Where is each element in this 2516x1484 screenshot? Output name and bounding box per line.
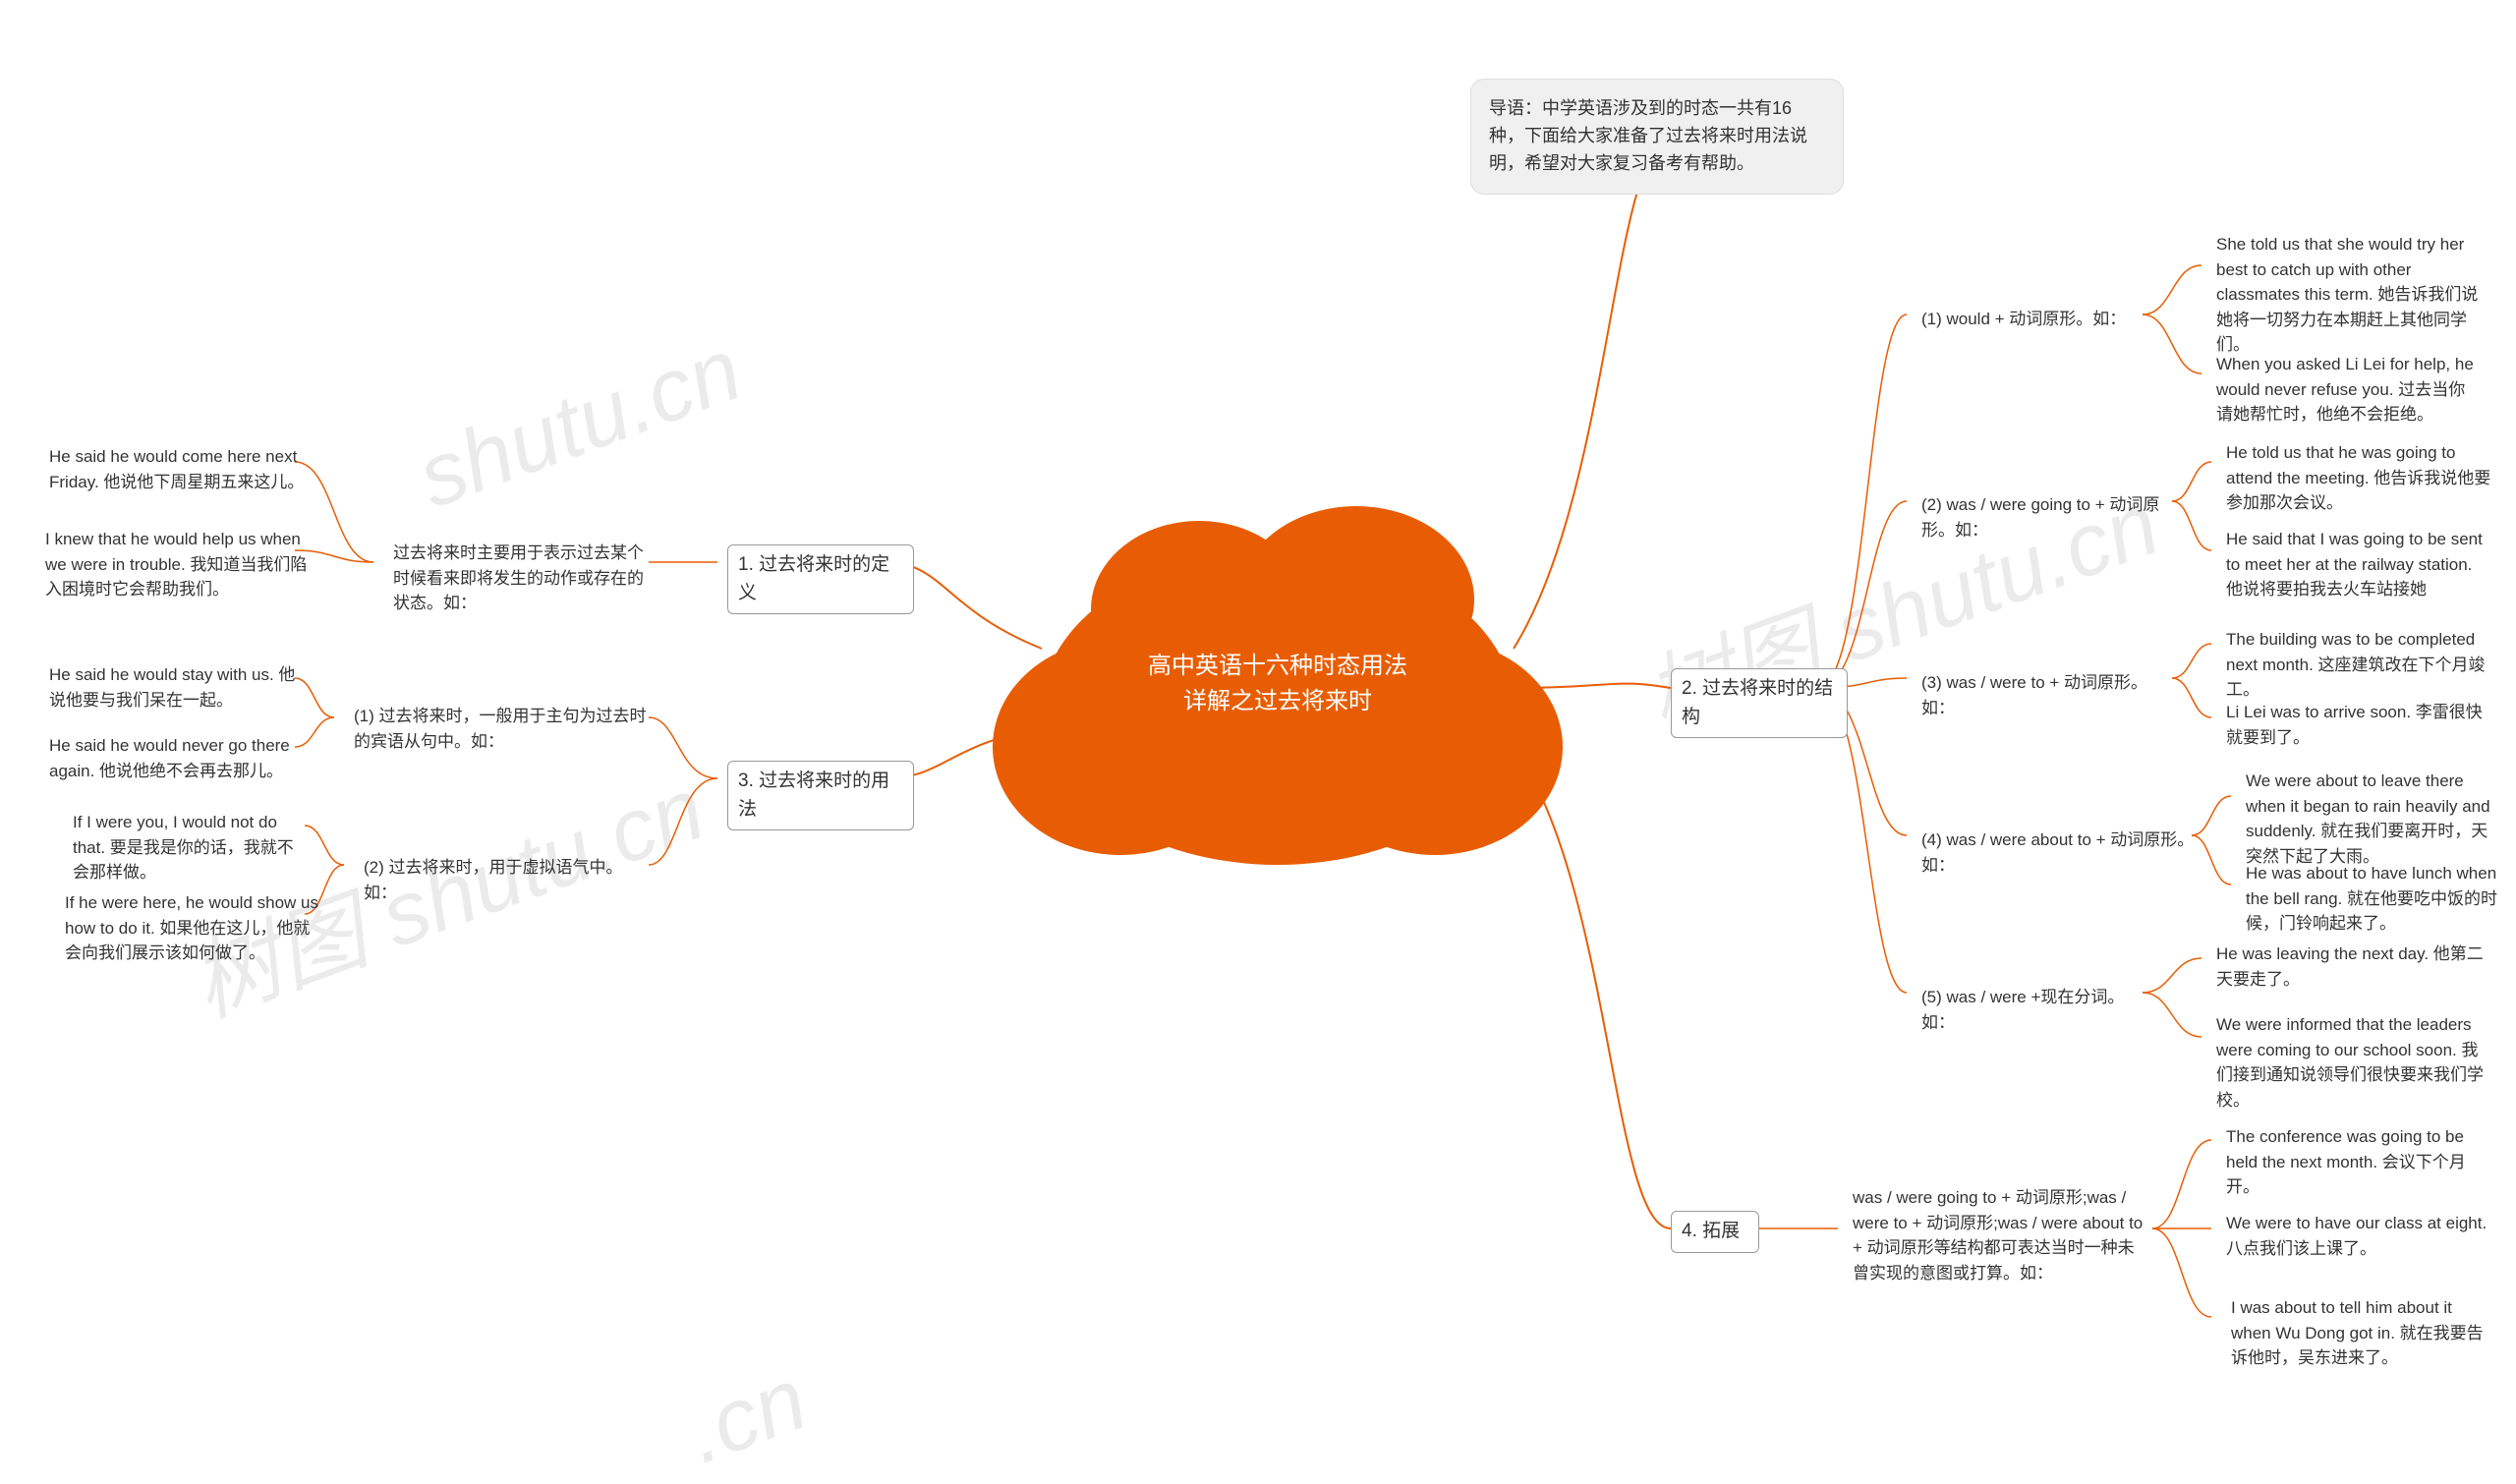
expand-desc: was / were going to + 动词原形;was / were to…	[1843, 1179, 2157, 1291]
usage-2: (2) 过去将来时，用于虚拟语气中。如：	[354, 849, 658, 911]
root-title: 高中英语十六种时态用法 详解之过去将来时	[1111, 649, 1445, 719]
intro-text: 导语：中学英语涉及到的时态一共有16种，下面给大家准备了过去将来时用法说明，希望…	[1470, 79, 1844, 195]
struct-3: (3) was / were to + 动词原形。如：	[1912, 664, 2187, 726]
usage1-ex2: He said he would never go there again. 他…	[39, 727, 314, 789]
usage-1: (1) 过去将来时，一般用于主句为过去时的宾语从句中。如：	[344, 698, 658, 760]
s1-ex1: She told us that she would try her best …	[2206, 226, 2491, 364]
expand-ex2: We were to have our class at eight. 八点我们…	[2216, 1205, 2501, 1267]
s5-ex2: We were informed that the leaders were c…	[2206, 1006, 2501, 1118]
branch-structure[interactable]: 2. 过去将来时的结构	[1671, 668, 1848, 738]
def-example-2: I knew that he would help us when we wer…	[35, 521, 320, 608]
usage1-ex1: He said he would stay with us. 他说他要与我们呆在…	[39, 656, 314, 718]
expand-ex3: I was about to tell him about it when Wu…	[2221, 1289, 2506, 1377]
branch-expand[interactable]: 4. 拓展	[1671, 1211, 1759, 1253]
struct-1: (1) would + 动词原形。如：	[1912, 301, 2147, 338]
s1-ex2: When you asked Li Lei for help, he would…	[2206, 346, 2491, 433]
usage2-ex2: If he were here, he would show us how to…	[55, 885, 330, 972]
struct-5: (5) was / were +现在分词。如：	[1912, 979, 2157, 1041]
s3-ex2: Li Lei was to arrive soon. 李雷很快就要到了。	[2216, 694, 2501, 756]
definition-desc: 过去将来时主要用于表示过去某个时候看来即将发生的动作或存在的状态。如：	[383, 535, 658, 622]
branch-usage[interactable]: 3. 过去将来时的用法	[727, 761, 914, 830]
usage2-ex1: If I were you, I would not do that. 要是我是…	[63, 804, 318, 891]
branch-definition[interactable]: 1. 过去将来时的定义	[727, 544, 914, 614]
expand-ex1: The conference was going to be held the …	[2216, 1118, 2501, 1206]
s4-ex2: He was about to have lunch when the bell…	[2236, 855, 2511, 942]
def-example-1: He said he would come here next Friday. …	[39, 438, 314, 500]
struct-4: (4) was / were about to + 动词原形。如：	[1912, 822, 2206, 884]
s2-ex1: He told us that he was going to attend t…	[2216, 434, 2501, 522]
struct-2: (2) was / were going to + 动词原形。如：	[1912, 486, 2197, 548]
s2-ex2: He said that I was going to be sent to m…	[2216, 521, 2501, 608]
s5-ex1: He was leaving the next day. 他第二天要走了。	[2206, 936, 2501, 998]
